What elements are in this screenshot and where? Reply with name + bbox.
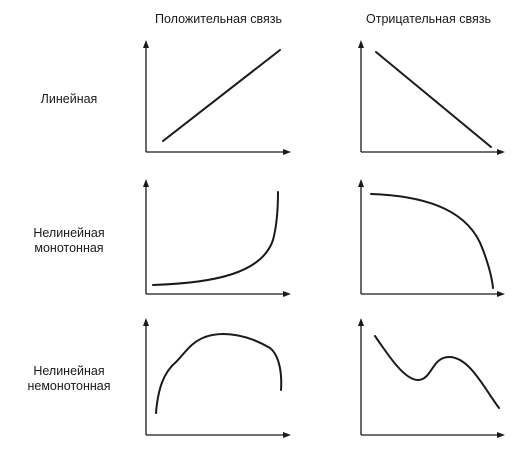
column-header-negative: Отрицательная связь <box>366 12 492 26</box>
plot-linear-negative <box>358 40 505 155</box>
plot-linear-positive <box>143 40 291 155</box>
row-label-linear: Линейная <box>4 92 134 107</box>
plot-nonmonotonic-positive <box>143 318 291 438</box>
y-axis-arrow <box>358 318 364 326</box>
x-axis-arrow <box>283 291 291 297</box>
row-label-nonlinear-nonmonotonic-line-1: Нелинейная <box>33 364 105 378</box>
row-label-nonlinear-nonmonotonic: Нелинейная немонотонная <box>4 364 134 394</box>
relationship-curve <box>375 51 492 148</box>
row-label-nonlinear-monotonic: Нелинейная монотонная <box>4 226 134 256</box>
y-axis-arrow <box>358 40 364 48</box>
relationship-curve <box>162 49 281 142</box>
y-axis-arrow <box>143 40 149 48</box>
row-label-linear-line-1: Линейная <box>40 92 98 106</box>
x-axis-arrow <box>497 291 505 297</box>
plot-monotonic-negative <box>358 179 505 297</box>
row-label-nonlinear-monotonic-line-2: монотонная <box>34 241 104 255</box>
x-axis-arrow <box>283 432 291 438</box>
x-axis-arrow <box>497 432 505 438</box>
row-label-nonlinear-nonmonotonic-line-2: немонотонная <box>27 379 111 393</box>
y-axis-arrow <box>143 318 149 326</box>
relationship-curve <box>152 191 279 286</box>
x-axis-arrow <box>283 149 291 155</box>
y-axis-arrow <box>143 179 149 187</box>
plot-nonmonotonic-negative <box>358 318 505 438</box>
y-axis-arrow <box>358 179 364 187</box>
relationship-curve <box>155 333 283 414</box>
relationship-curve <box>374 335 500 409</box>
relationship-curve <box>370 193 494 289</box>
column-header-positive: Положительная связь <box>155 12 283 26</box>
plot-monotonic-positive <box>143 179 291 297</box>
x-axis-arrow <box>497 149 505 155</box>
row-label-nonlinear-monotonic-line-1: Нелинейная <box>33 226 105 240</box>
